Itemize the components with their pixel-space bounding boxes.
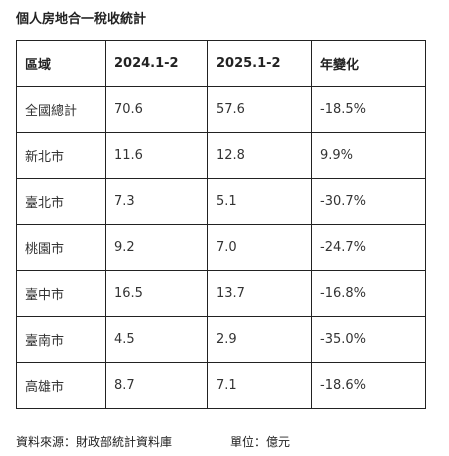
value-2024-cell: 7.3 [105,178,208,225]
table-row: 臺南市 4.5 2.9 -35.0% [16,316,426,363]
page-title: 個人房地合一稅收統計 [16,12,147,27]
column-header-region: 區域 [16,40,106,87]
table-row: 全國總計 70.6 57.6 -18.5% [16,86,426,133]
column-header-yoy-change: 年變化 [311,40,426,87]
column-header-2025: 2025.1-2 [207,40,312,87]
table-header-row: 區域 2024.1-2 2025.1-2 年變化 [16,40,426,87]
column-header-2024: 2024.1-2 [105,40,208,87]
table-footer: 資料來源：財政部統計資料庫 單位：億元 [16,433,290,450]
value-2024-cell: 16.5 [105,270,208,317]
region-cell: 新北市 [16,132,106,179]
change-cell: -35.0% [311,316,426,363]
value-2025-cell: 12.8 [207,132,312,179]
value-2024-cell: 4.5 [105,316,208,363]
value-2025-cell: 7.0 [207,224,312,271]
value-2025-cell: 2.9 [207,316,312,363]
change-cell: -30.7% [311,178,426,225]
tax-revenue-table: 區域 2024.1-2 2025.1-2 年變化 全國總計 70.6 57.6 … [16,40,426,409]
table-row: 臺中市 16.5 13.7 -16.8% [16,270,426,317]
table-row: 桃園市 9.2 7.0 -24.7% [16,224,426,271]
region-cell: 臺南市 [16,316,106,363]
value-2024-cell: 70.6 [105,86,208,133]
change-cell: 9.9% [311,132,426,179]
change-cell: -16.8% [311,270,426,317]
source-note: 資料來源：財政部統計資料庫 [16,435,173,449]
region-cell: 臺中市 [16,270,106,317]
value-2024-cell: 11.6 [105,132,208,179]
table-row: 高雄市 8.7 7.1 -18.6% [16,362,426,409]
value-2025-cell: 13.7 [207,270,312,317]
region-cell: 全國總計 [16,86,106,133]
table-row: 新北市 11.6 12.8 9.9% [16,132,426,179]
table-row: 臺北市 7.3 5.1 -30.7% [16,178,426,225]
value-2025-cell: 5.1 [207,178,312,225]
unit-note: 單位：億元 [230,435,291,449]
region-cell: 高雄市 [16,362,106,409]
region-cell: 臺北市 [16,178,106,225]
value-2025-cell: 7.1 [207,362,312,409]
region-cell: 桃園市 [16,224,106,271]
change-cell: -18.5% [311,86,426,133]
value-2024-cell: 9.2 [105,224,208,271]
value-2024-cell: 8.7 [105,362,208,409]
change-cell: -24.7% [311,224,426,271]
value-2025-cell: 57.6 [207,86,312,133]
change-cell: -18.6% [311,362,426,409]
